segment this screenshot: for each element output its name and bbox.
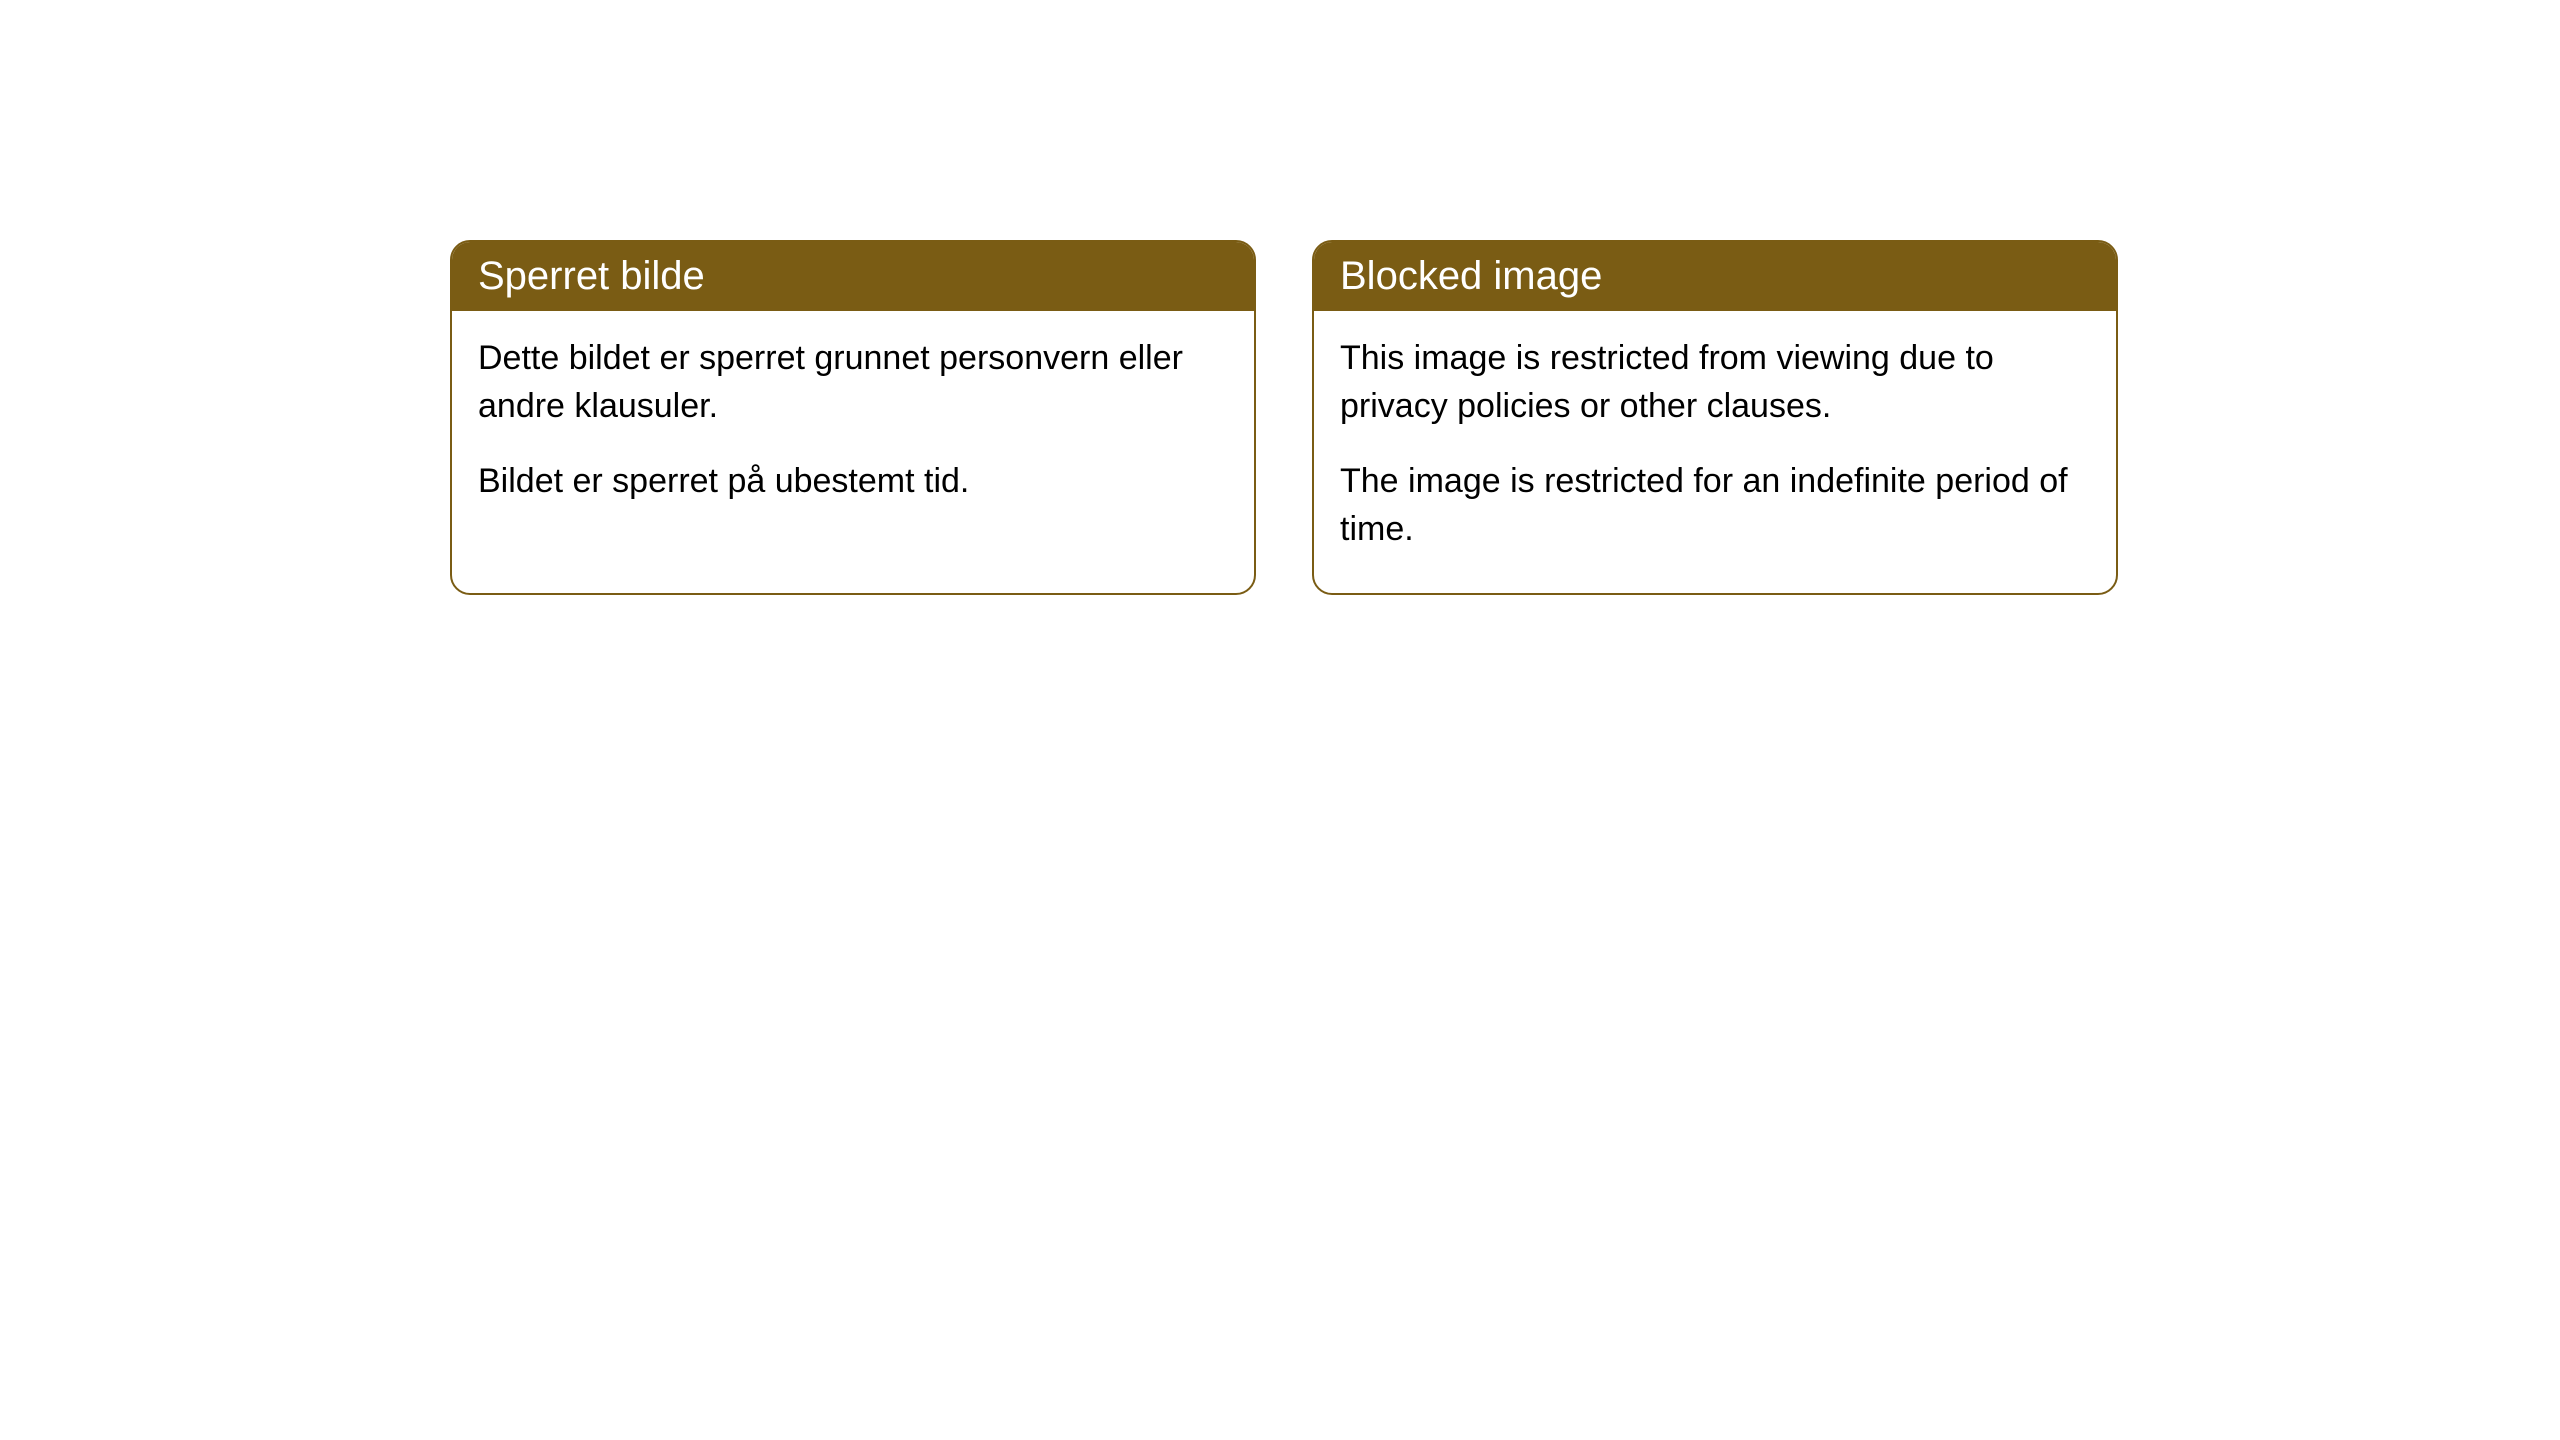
card-body: This image is restricted from viewing du… (1314, 311, 2116, 593)
card-title: Blocked image (1340, 254, 1602, 298)
card-paragraph: This image is restricted from viewing du… (1340, 335, 2090, 430)
card-body: Dette bildet er sperret grunnet personve… (452, 311, 1254, 546)
notice-card-english: Blocked image This image is restricted f… (1312, 240, 2118, 595)
notice-card-norwegian: Sperret bilde Dette bildet er sperret gr… (450, 240, 1256, 595)
card-header: Blocked image (1314, 242, 2116, 311)
card-header: Sperret bilde (452, 242, 1254, 311)
card-title: Sperret bilde (478, 254, 705, 298)
notice-container: Sperret bilde Dette bildet er sperret gr… (450, 240, 2118, 595)
card-paragraph: Dette bildet er sperret grunnet personve… (478, 335, 1228, 430)
card-paragraph: Bildet er sperret på ubestemt tid. (478, 458, 1228, 506)
card-paragraph: The image is restricted for an indefinit… (1340, 458, 2090, 553)
